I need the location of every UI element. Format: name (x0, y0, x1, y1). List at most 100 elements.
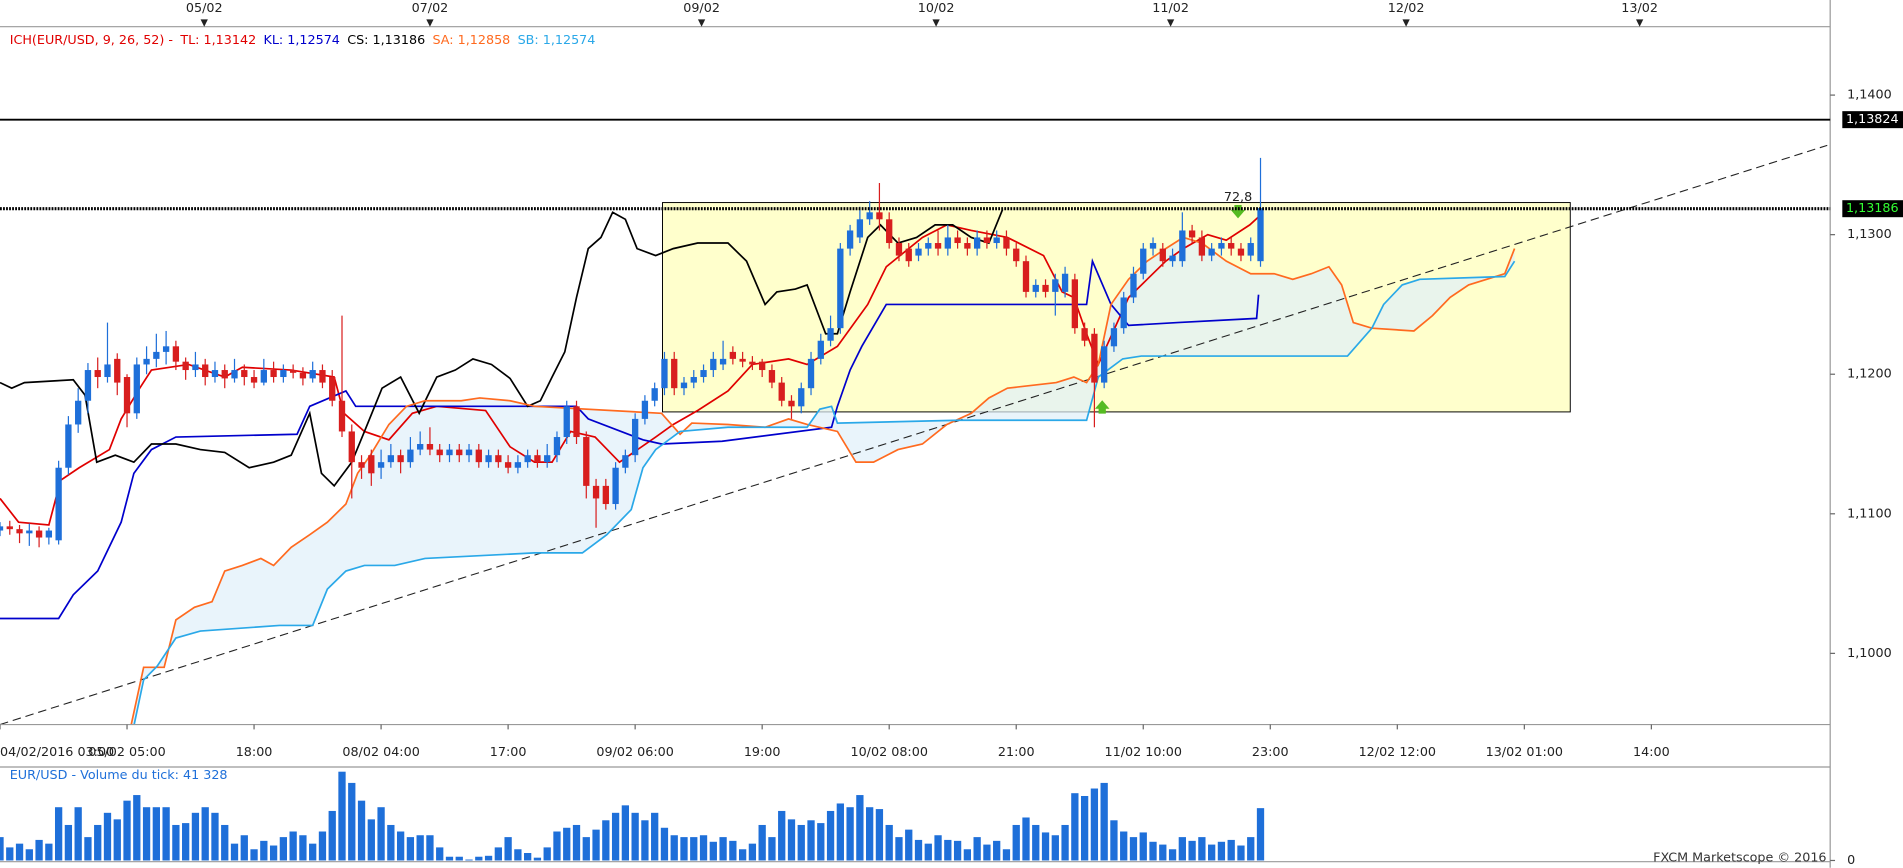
candle-body (661, 358, 668, 389)
top-tick (200, 19, 208, 27)
candle-body (1179, 230, 1186, 262)
legend: ICH(EUR/USD, 9, 26, 52) - TL: 1,13142 KL: … (10, 33, 596, 48)
volume-bar (1061, 824, 1069, 861)
volume-bar (436, 847, 444, 861)
candle-body (1218, 243, 1225, 249)
candle-body (553, 437, 561, 456)
volume-bar (1002, 849, 1011, 861)
candle-body (925, 243, 932, 249)
candle-body (651, 388, 658, 401)
candle-body (680, 382, 688, 389)
signal-arrow (1094, 400, 1110, 414)
volume-bar (328, 810, 336, 861)
volume-bar (983, 844, 991, 861)
x-tick-label: 14:00 (1633, 745, 1670, 760)
volume-bar (64, 824, 73, 861)
candle-body (641, 400, 649, 419)
volume-bar (182, 823, 190, 861)
footer: FXCM Marketscope © 2016 (1653, 851, 1826, 866)
candle-body (983, 237, 991, 244)
candle-body (123, 377, 131, 414)
candle-body (563, 406, 570, 438)
volume-bar (94, 824, 102, 861)
candle-body (436, 449, 443, 456)
candle-body (426, 444, 434, 450)
candle-body (397, 455, 404, 463)
volume-bar (6, 847, 14, 861)
volume-bar (445, 856, 454, 861)
candle-body (241, 370, 248, 378)
candle-body (1237, 248, 1245, 256)
volume-bar (54, 807, 63, 861)
candle-body (309, 370, 316, 379)
volume-bar (152, 807, 160, 861)
volume-bar (699, 835, 708, 861)
volume-bar (230, 843, 239, 861)
candle-body (778, 382, 785, 401)
volume-bar (1129, 837, 1138, 861)
volume-bar (953, 840, 962, 861)
candle-body (6, 526, 13, 530)
top-tick-label: 07/02 (412, 1, 449, 16)
volume-bar (875, 809, 884, 861)
volume-bar (533, 857, 542, 861)
candle-body (133, 364, 140, 414)
top-tick (426, 19, 434, 27)
x-tick-label: 09/02 06:00 (596, 745, 673, 760)
legend-entry: TL: 1,13142 (179, 33, 256, 48)
volume-bar (993, 840, 1001, 861)
volume-bar (338, 771, 346, 861)
candle-body (954, 237, 961, 244)
candle-body (895, 243, 903, 256)
candle-body (221, 370, 228, 379)
candle-body (456, 449, 463, 456)
candle-body (690, 377, 697, 383)
candle-body (514, 462, 522, 468)
volume-bar (729, 840, 737, 861)
x-tick-label: 05/02 05:00 (88, 745, 165, 760)
level-label-bg (1842, 111, 1903, 129)
volume-bar (1247, 837, 1255, 861)
candle-body (114, 358, 121, 383)
volume-bar (738, 849, 747, 861)
volume-bar (1208, 844, 1216, 861)
candle-body (934, 243, 942, 249)
candle-body (993, 237, 1000, 244)
volume-bar (103, 812, 112, 861)
volume-bar (973, 837, 981, 861)
candle-body (1042, 284, 1049, 292)
x-tick-label: 12/02 12:00 (1359, 745, 1436, 760)
volume-bar (582, 837, 590, 861)
top-tick-label: 11/02 (1152, 1, 1189, 16)
candle-body (1257, 208, 1264, 262)
candle-body (1061, 273, 1069, 292)
x-tick-label: 19:00 (744, 745, 781, 760)
volume-bar (162, 807, 170, 861)
candle-body (1081, 328, 1088, 341)
candle-body (465, 449, 473, 456)
candle-body (1003, 237, 1010, 249)
candle-body (612, 467, 619, 505)
candle-body (544, 455, 551, 463)
candle-body (759, 361, 766, 371)
candle-body (26, 530, 33, 534)
candle-body (84, 370, 92, 401)
x-tick-label: 11/02 10:00 (1105, 745, 1182, 760)
legend-entry: CS: 1,13186 (347, 33, 425, 48)
candle-body (1071, 279, 1079, 329)
legend-entry: KL: 1,12574 (263, 33, 339, 48)
candle-body (866, 212, 873, 220)
top-tick (932, 19, 940, 27)
volume-bar (611, 812, 620, 861)
x-tick-label: 18:00 (236, 745, 273, 760)
volume-bar (807, 820, 815, 861)
volume-bar (299, 835, 307, 861)
candle-body (719, 358, 727, 365)
top-tick (1402, 19, 1410, 27)
candle-body (162, 346, 170, 352)
indicator-line (133, 260, 1516, 725)
candle-body (768, 370, 776, 383)
candle-body (299, 372, 307, 379)
volume-bar (709, 841, 717, 861)
candle-body (944, 237, 951, 249)
